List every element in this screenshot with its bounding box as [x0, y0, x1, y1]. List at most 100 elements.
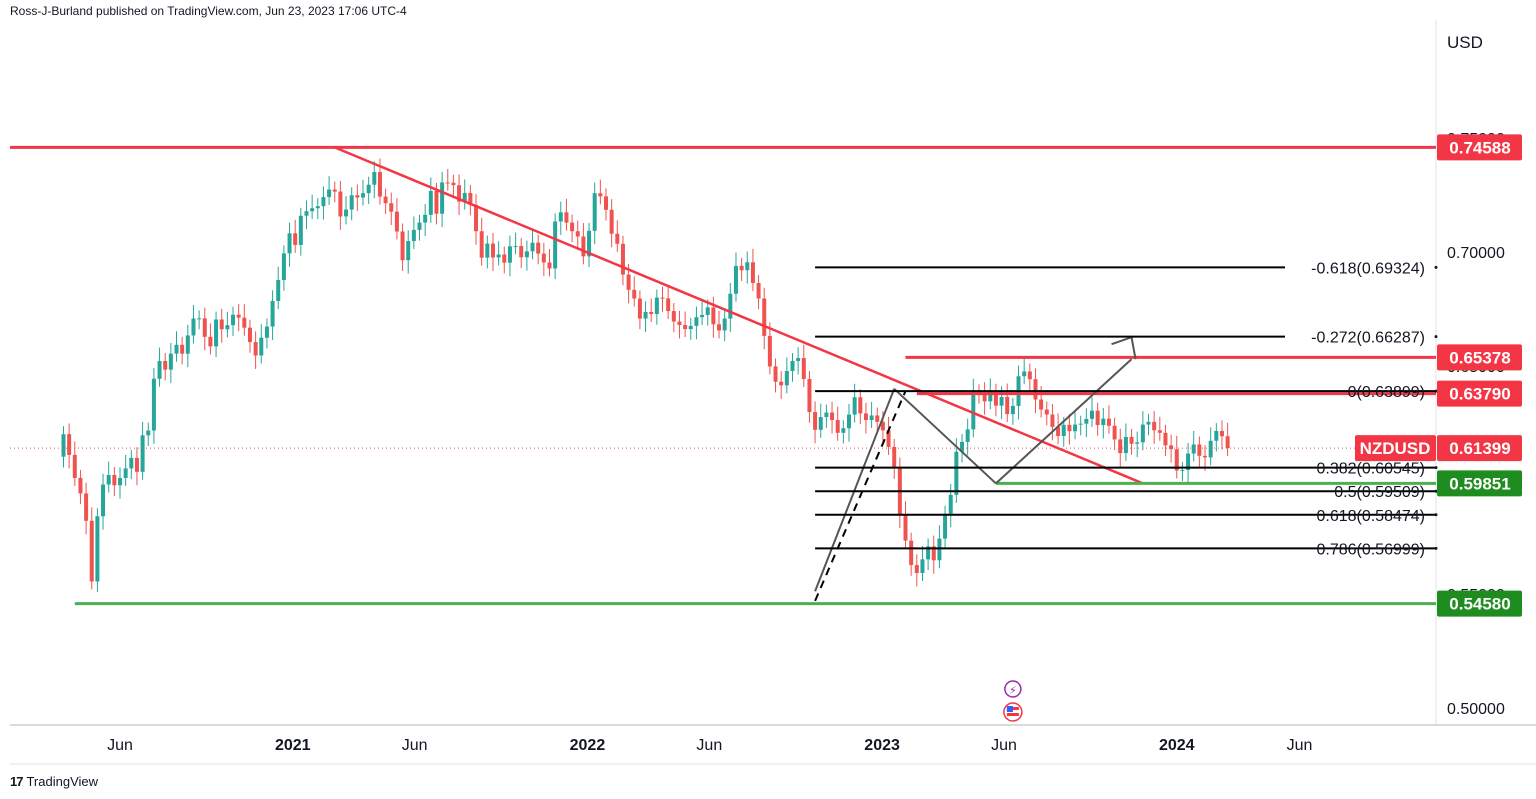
- projection-path-segment: [893, 388, 997, 485]
- candle-up: [259, 337, 264, 356]
- candle-down: [773, 366, 778, 382]
- candle-down: [242, 317, 247, 328]
- candle-up: [360, 193, 365, 198]
- candle-up: [694, 317, 699, 326]
- time-tick-label: 2024: [1159, 737, 1195, 754]
- candle-down: [909, 540, 914, 566]
- candle-up: [95, 516, 100, 582]
- candle-down: [1056, 426, 1061, 436]
- time-axis: Jun 2021 Jun 2022 Jun 2023 Jun 2024 Jun: [107, 737, 1312, 754]
- fib-axis-dot: [1434, 265, 1438, 269]
- candle-up: [592, 193, 597, 231]
- candle-up: [1146, 421, 1151, 425]
- candle-down: [490, 243, 495, 258]
- price-tag-bg: [1437, 380, 1522, 407]
- tradingview-branding[interactable]: 17 TradingView: [10, 774, 98, 789]
- candle-down: [1152, 421, 1157, 431]
- candle-down: [767, 335, 772, 367]
- candle-up: [411, 229, 416, 242]
- candle-down: [677, 321, 682, 325]
- price-tags: 0.74588 0.65378 0.63790 0.59851 0.54580 NZDUS…: [1355, 134, 1522, 617]
- candle-down: [547, 262, 552, 269]
- fib-axis-dot: [1434, 335, 1438, 339]
- candle-up: [745, 262, 750, 271]
- candle-up: [310, 208, 315, 212]
- candle-down: [134, 457, 139, 472]
- candle-down: [875, 415, 880, 422]
- candle-down: [400, 231, 405, 261]
- candle-down: [886, 430, 891, 447]
- price-tag-value: 0.54580: [1449, 595, 1510, 614]
- candle-up: [954, 451, 959, 495]
- candle-up: [1214, 430, 1219, 441]
- time-tick-label: 2022: [570, 737, 606, 754]
- candle-down: [666, 298, 671, 312]
- price-tag-value: 0.59851: [1449, 474, 1510, 493]
- candle-up: [264, 326, 269, 338]
- candle-down: [253, 342, 258, 356]
- candle-down: [615, 233, 620, 244]
- candle-down: [717, 324, 722, 331]
- candle-down: [1118, 439, 1123, 454]
- candle-up: [1078, 423, 1083, 425]
- candle-down: [247, 327, 252, 343]
- candle-up: [1089, 410, 1094, 419]
- candle-down: [914, 565, 919, 574]
- tradingview-logo-icon: 17: [10, 774, 24, 789]
- candle-up: [304, 211, 309, 216]
- candle-down: [609, 209, 614, 234]
- candle-up: [818, 417, 823, 430]
- candle-down: [332, 189, 337, 192]
- candle-down: [632, 289, 637, 299]
- candle-up: [971, 392, 976, 430]
- candle-down: [626, 274, 631, 290]
- brand-name: TradingView: [26, 774, 99, 789]
- candle-down: [739, 265, 744, 271]
- candle-down: [1067, 424, 1072, 432]
- candle-up: [298, 215, 303, 245]
- candle-up: [1073, 424, 1078, 432]
- candle-up: [185, 335, 190, 354]
- candle-up: [496, 254, 501, 258]
- candle-up: [428, 190, 433, 215]
- candle-up: [643, 311, 648, 319]
- fib-level-label: 0.618(0.58474): [1316, 508, 1425, 525]
- candle-up: [315, 206, 320, 209]
- price-tag-value: 0.65378: [1449, 348, 1510, 367]
- candle-down: [236, 314, 241, 318]
- price-tag-bg: [1437, 590, 1522, 617]
- candle-up: [423, 214, 428, 223]
- candle-up: [1123, 436, 1128, 454]
- candle-down: [756, 283, 761, 299]
- candle-down: [982, 392, 987, 402]
- candle-up: [920, 559, 925, 574]
- candle-up: [349, 195, 354, 210]
- candle-up: [276, 280, 281, 302]
- candle-up: [530, 242, 535, 252]
- price-tick-label: 0.70000: [1447, 245, 1505, 262]
- candle-down: [394, 211, 399, 232]
- candle-down: [711, 307, 716, 325]
- candle-up: [1061, 424, 1066, 436]
- candle-up: [722, 318, 727, 331]
- candle-up: [146, 430, 151, 436]
- time-tick-label: 2023: [864, 737, 900, 754]
- candle-up: [214, 319, 219, 347]
- candle-up: [1180, 469, 1185, 471]
- candle-up: [654, 297, 659, 315]
- candle-up: [869, 415, 874, 421]
- candle-down: [581, 236, 586, 257]
- candle-down: [880, 421, 885, 431]
- candle-down: [338, 191, 343, 217]
- candle-down: [163, 360, 168, 370]
- candle-up: [197, 318, 202, 320]
- fib-level-label: 0.786(0.56999): [1316, 541, 1425, 558]
- candle-up: [231, 314, 236, 326]
- fib-axis-dot: [1434, 389, 1438, 393]
- candle-up: [1140, 424, 1145, 443]
- event-markers: ⚡: [1003, 680, 1023, 722]
- candle-up: [965, 429, 970, 442]
- candle-down: [1027, 371, 1032, 380]
- candle-down: [1174, 449, 1179, 471]
